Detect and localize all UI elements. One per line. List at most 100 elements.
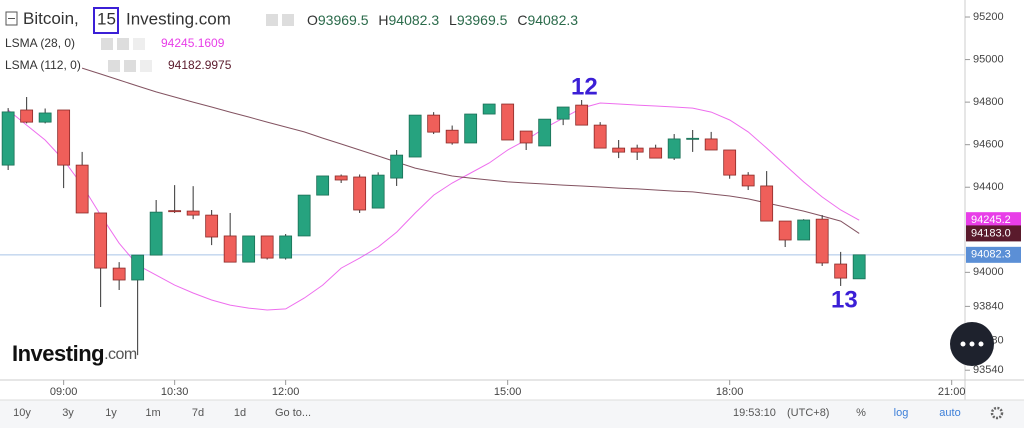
candle-body <box>741 174 755 187</box>
range-button[interactable]: 1m <box>145 407 160 419</box>
y-tick-label: 93840 <box>973 300 1004 312</box>
symbol-title: Bitcoin, <box>23 9 79 28</box>
annotation: 12 <box>571 73 598 100</box>
candle-body <box>316 175 330 196</box>
price-tag-label: 94245.2 <box>971 214 1011 226</box>
axes: 9520095000948009460094400940009384093680… <box>50 11 1021 398</box>
option-button[interactable]: auto <box>939 407 960 419</box>
candle-body <box>168 210 182 213</box>
y-tick-label: 95200 <box>973 11 1004 23</box>
collapse-icon[interactable] <box>5 11 18 26</box>
range-button[interactable]: 1y <box>105 407 117 419</box>
price-tag-label: 94183.0 <box>971 227 1011 239</box>
candle-body <box>131 254 145 281</box>
price-tag <box>966 246 1021 263</box>
toolbar-items: 10y 3y 1y 1m 7d 1d Go to...% log auto <box>13 407 961 419</box>
eye-icon[interactable] <box>101 38 113 50</box>
symbol: Bitcoin <box>23 9 74 28</box>
indicator-line <box>7 102 860 311</box>
logo-main: Investing <box>12 341 104 366</box>
candle-body <box>852 254 866 280</box>
candle-body <box>279 235 293 259</box>
goto-button[interactable]: Go to... <box>275 407 311 419</box>
price-tag <box>966 212 1021 229</box>
candle-body <box>427 114 441 133</box>
open-label: O <box>307 12 318 28</box>
candle-body <box>464 113 478 144</box>
candle-body <box>390 154 404 179</box>
y-tick-label: 94400 <box>973 181 1004 193</box>
x-tick-label: 18:00 <box>716 386 744 398</box>
candle-body <box>538 118 552 147</box>
candle-body <box>408 114 422 158</box>
open-value: 93969.5 <box>318 12 369 28</box>
settings-icon[interactable] <box>117 38 129 50</box>
candle-body <box>556 106 570 120</box>
settings-icon[interactable] <box>124 60 136 72</box>
candle-body <box>94 212 108 269</box>
x-tick-label: 21:00 <box>938 386 966 398</box>
range-button[interactable]: 10y <box>13 407 31 419</box>
logo-suffix: .com <box>104 346 137 363</box>
x-tick-label: 15:00 <box>494 386 522 398</box>
dot <box>969 341 975 347</box>
candle-body <box>297 194 311 237</box>
low-value: 93969.5 <box>457 12 508 28</box>
candle-body <box>334 175 348 181</box>
remove-icon[interactable] <box>133 38 145 50</box>
range-button[interactable]: 7d <box>192 407 204 419</box>
candle-body <box>223 235 237 263</box>
candle-body <box>501 103 515 141</box>
range-button[interactable]: 1d <box>234 407 246 419</box>
candle-body <box>760 185 774 222</box>
clock: 19:53:10 <box>733 407 776 419</box>
candle-body <box>815 218 829 264</box>
plot-area <box>0 67 965 356</box>
source: Investing.com <box>126 9 231 28</box>
candle-body <box>593 124 607 149</box>
y-tick-label: 94800 <box>973 96 1004 108</box>
ohlc: O93969.5 H94082.3 L93969.5 C94082.3 <box>307 12 578 28</box>
logo: Investing.com <box>12 341 137 366</box>
candle-body <box>242 235 256 263</box>
timezone: (UTC+8) <box>787 407 829 419</box>
candle-body <box>704 138 718 151</box>
candle-body <box>38 112 52 123</box>
x-tick-label: 09:00 <box>50 386 78 398</box>
option-button[interactable]: log <box>894 407 909 419</box>
candle-body <box>149 211 163 256</box>
y-tick-label: 93540 <box>973 364 1004 376</box>
legend-entry: LSMA (28, 0) <box>5 36 75 50</box>
annotation: 13 <box>831 286 858 313</box>
candle-body <box>353 176 367 211</box>
eye-icon[interactable] <box>266 14 278 26</box>
dot <box>978 341 984 347</box>
candle-body <box>686 137 700 140</box>
high-label: H <box>378 12 388 28</box>
remove-icon[interactable] <box>140 60 152 72</box>
range-button[interactable]: 3y <box>62 407 74 419</box>
y-tick-label: 94600 <box>973 139 1004 151</box>
candle-body <box>723 149 737 176</box>
low-label: L <box>449 12 457 28</box>
option-button[interactable]: % <box>856 407 866 419</box>
legend-value: 94182.9975 <box>168 58 232 72</box>
price-tag-label: 94082.3 <box>971 249 1011 261</box>
close-value: 94082.3 <box>527 12 578 28</box>
high-value: 94082.3 <box>389 12 440 28</box>
candle-body <box>834 263 848 279</box>
candle-body <box>260 235 274 259</box>
interval: 15 <box>97 9 116 28</box>
candle-body <box>630 147 644 153</box>
settings-icon[interactable] <box>282 14 294 26</box>
x-tick-label: 10:30 <box>161 386 189 398</box>
candle-body <box>575 104 589 126</box>
candle-body <box>445 129 459 144</box>
candle-body <box>75 164 89 214</box>
settings-gear[interactable] <box>990 406 1004 420</box>
eye-icon[interactable] <box>108 60 120 72</box>
candle-body <box>612 147 626 153</box>
dot <box>960 341 966 347</box>
candle-body <box>57 109 71 166</box>
